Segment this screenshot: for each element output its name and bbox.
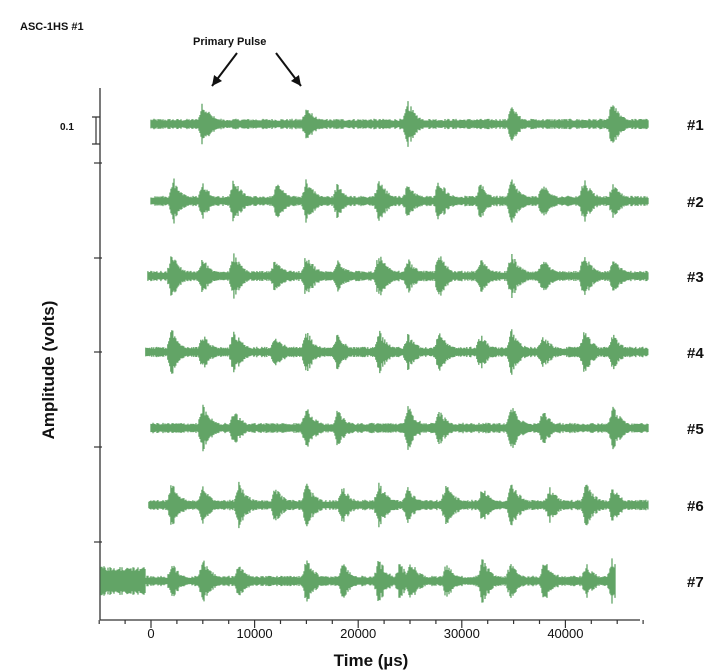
x-tick-label: 0 bbox=[147, 626, 154, 641]
trace-label-5: #5 bbox=[687, 421, 704, 438]
trace-label-6: #6 bbox=[687, 498, 704, 515]
trace-label-3: #3 bbox=[687, 269, 704, 286]
x-tick-label: 30000 bbox=[444, 626, 480, 641]
arrow-right-head bbox=[290, 75, 301, 86]
trace-6 bbox=[148, 481, 649, 529]
annotation-arrows bbox=[211, 52, 302, 87]
amplitude-scale-bar bbox=[92, 116, 100, 145]
x-tick-label: 10000 bbox=[237, 626, 273, 641]
traces bbox=[100, 101, 649, 604]
axes bbox=[92, 88, 640, 621]
x-tick-label: 20000 bbox=[340, 626, 376, 641]
trace-1 bbox=[150, 101, 649, 147]
y-axis-label: Amplitude (volts) bbox=[39, 301, 58, 440]
arrow-left-head bbox=[212, 75, 223, 86]
amplitude-scale-label: 0.1 bbox=[60, 122, 74, 133]
chart-title: ASC-1HS #1 bbox=[20, 21, 84, 33]
x-ticks: 0 10000 20000 30000 40000 bbox=[98, 620, 644, 641]
x-tick-label: 40000 bbox=[547, 626, 583, 641]
trace-label-7: #7 bbox=[687, 574, 704, 591]
trace-label-2: #2 bbox=[687, 194, 704, 211]
trace-labels: #1 #2 #3 #4 #5 #6 #7 bbox=[687, 117, 704, 591]
trace-3 bbox=[147, 253, 649, 299]
primary-pulse-annotation: Primary Pulse bbox=[193, 36, 266, 48]
trace-5 bbox=[150, 404, 649, 452]
trace-label-1: #1 bbox=[687, 117, 704, 134]
trace-4 bbox=[145, 329, 649, 375]
trace-7 bbox=[100, 558, 616, 604]
x-axis-label: Time (µs) bbox=[334, 651, 409, 670]
trace-2 bbox=[150, 178, 649, 224]
trace-label-4: #4 bbox=[687, 345, 704, 362]
